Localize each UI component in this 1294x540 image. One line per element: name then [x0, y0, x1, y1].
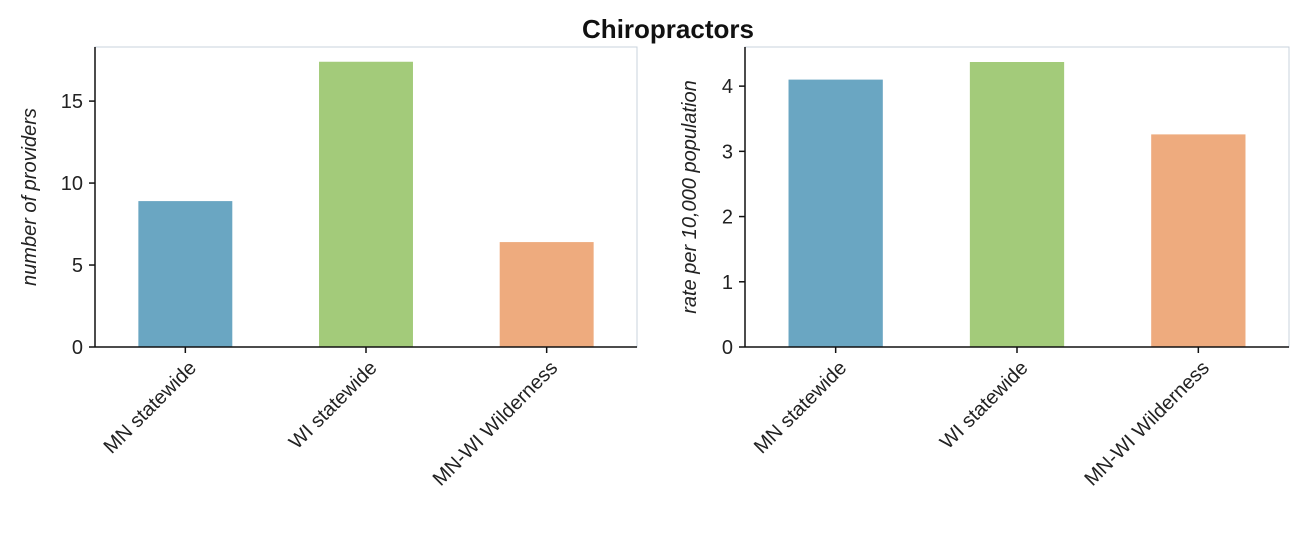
- y-tick-label: 15: [61, 91, 83, 113]
- bar-mn-wi-wilderness: [1151, 134, 1246, 347]
- panel-number-of-providers: 0 5 10 15 MN statewide WI statewide MN-WI Wild…: [19, 46, 638, 490]
- y-tick-label: 0: [722, 337, 733, 359]
- y-axis-label: number of providers: [19, 108, 41, 286]
- bar-mn-statewide: [138, 201, 233, 347]
- x-tick-label-mn-wi-wilderness: MN-WI Wilderness: [1080, 357, 1213, 490]
- x-tick-label-wi-statewide: WI statewide: [285, 357, 382, 454]
- y-tick-label: 3: [722, 141, 733, 163]
- bar-wi-statewide: [969, 62, 1065, 347]
- x-tick-label-mn-statewide: MN statewide: [100, 357, 201, 458]
- bar-wi-statewide: [319, 61, 413, 348]
- y-tick-label: 0: [72, 337, 83, 359]
- y-axis-label: rate per 10,000 population: [679, 80, 701, 314]
- x-tick-label-wi-statewide: WI statewide: [936, 357, 1033, 454]
- y-tick-label: 2: [722, 207, 733, 229]
- x-tick-label-mn-statewide: MN statewide: [750, 357, 851, 458]
- x-tick-label-mn-wi-wilderness: MN-WI Wilderness: [429, 357, 562, 490]
- chart-title: Chiropractors: [582, 14, 754, 44]
- panel-rate-per-10000: 0 1 2 3 4 MN statewide WI statewide MN-WI Wilde…: [679, 46, 1290, 490]
- y-tick-label: 4: [722, 76, 733, 98]
- y-tick-label: 5: [72, 255, 83, 277]
- y-tick-label: 1: [722, 272, 733, 294]
- y-tick-label: 10: [61, 173, 83, 195]
- bar-mn-statewide: [788, 79, 883, 347]
- bar-mn-wi-wilderness: [499, 242, 594, 347]
